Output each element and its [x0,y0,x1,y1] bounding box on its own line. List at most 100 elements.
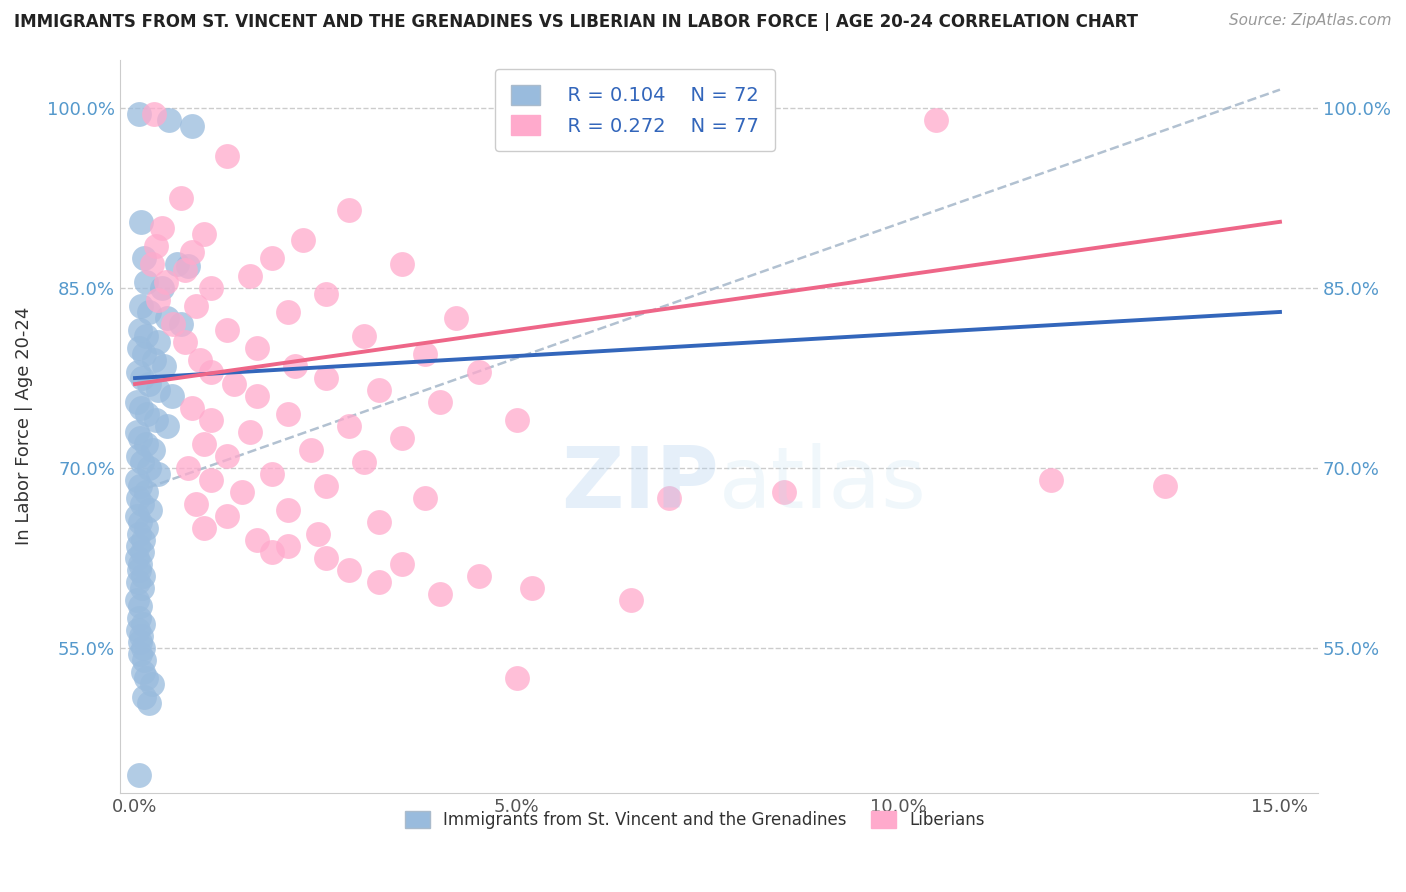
Point [184,299,207,313]
Point [467,569,489,583]
Point [138,696,160,710]
Point [129,401,152,416]
Point [277,305,299,319]
Point [391,257,413,271]
Point [129,479,152,493]
Point [277,503,299,517]
Point [315,479,337,493]
Point [150,281,173,295]
Point [142,443,165,458]
Point [141,257,163,271]
Text: ZIP: ZIP [561,443,718,526]
Point [129,648,152,662]
Point [520,582,543,596]
Point [129,215,152,229]
Point [173,334,195,349]
Point [166,257,188,271]
Legend: Immigrants from St. Vincent and the Grenadines, Liberians: Immigrants from St. Vincent and the Gren… [398,804,993,836]
Point [505,672,527,686]
Point [1154,479,1177,493]
Point [131,617,153,632]
Point [353,329,375,343]
Point [284,359,307,373]
Point [135,672,157,686]
Point [131,582,153,596]
Point [143,353,166,368]
Point [200,365,222,379]
Point [131,371,153,385]
Point [238,425,260,439]
Point [134,251,156,265]
Point [150,220,173,235]
Point [128,323,150,337]
Point [262,251,284,265]
Point [181,244,204,259]
Point [127,551,149,566]
Point [135,275,157,289]
Point [132,533,155,548]
Point [141,677,163,691]
Point [200,473,222,487]
Point [143,106,166,120]
Point [925,112,948,127]
Point [200,281,222,295]
Point [353,455,375,469]
Point [127,449,149,463]
Point [129,299,152,313]
Point [170,317,193,331]
Point [315,287,337,301]
Point [136,407,159,421]
Point [127,509,149,524]
Point [337,563,360,577]
Point [127,539,149,553]
Point [215,323,238,337]
Point [138,377,160,392]
Point [173,263,195,277]
Point [129,515,152,529]
Point [139,503,162,517]
Point [368,575,391,590]
Point [429,587,451,601]
Point [146,383,169,397]
Point [193,227,215,241]
Point [772,485,794,500]
Point [200,413,222,427]
Point [135,485,157,500]
Point [128,611,150,625]
Point [307,527,329,541]
Point [181,119,204,133]
Point [134,653,156,667]
Point [128,635,150,649]
Point [177,260,200,274]
Point [188,353,211,368]
Point [127,575,149,590]
Point [127,624,149,638]
Point [129,558,152,572]
Point [170,191,193,205]
Point [315,551,337,566]
Point [391,431,413,445]
Point [128,767,150,781]
Point [177,461,200,475]
Point [368,383,391,397]
Point [127,395,149,409]
Point [658,491,681,506]
Point [262,467,284,482]
Point [138,461,160,475]
Point [129,629,152,643]
Point [315,371,337,385]
Point [224,377,246,392]
Point [131,545,153,559]
Point [146,334,169,349]
Point [146,467,169,482]
Point [134,347,156,361]
Point [131,455,153,469]
Text: atlas: atlas [718,443,927,526]
Point [215,149,238,163]
Point [215,449,238,463]
Point [160,389,183,403]
Point [391,558,413,572]
Point [128,563,150,577]
Point [262,545,284,559]
Point [145,413,167,427]
